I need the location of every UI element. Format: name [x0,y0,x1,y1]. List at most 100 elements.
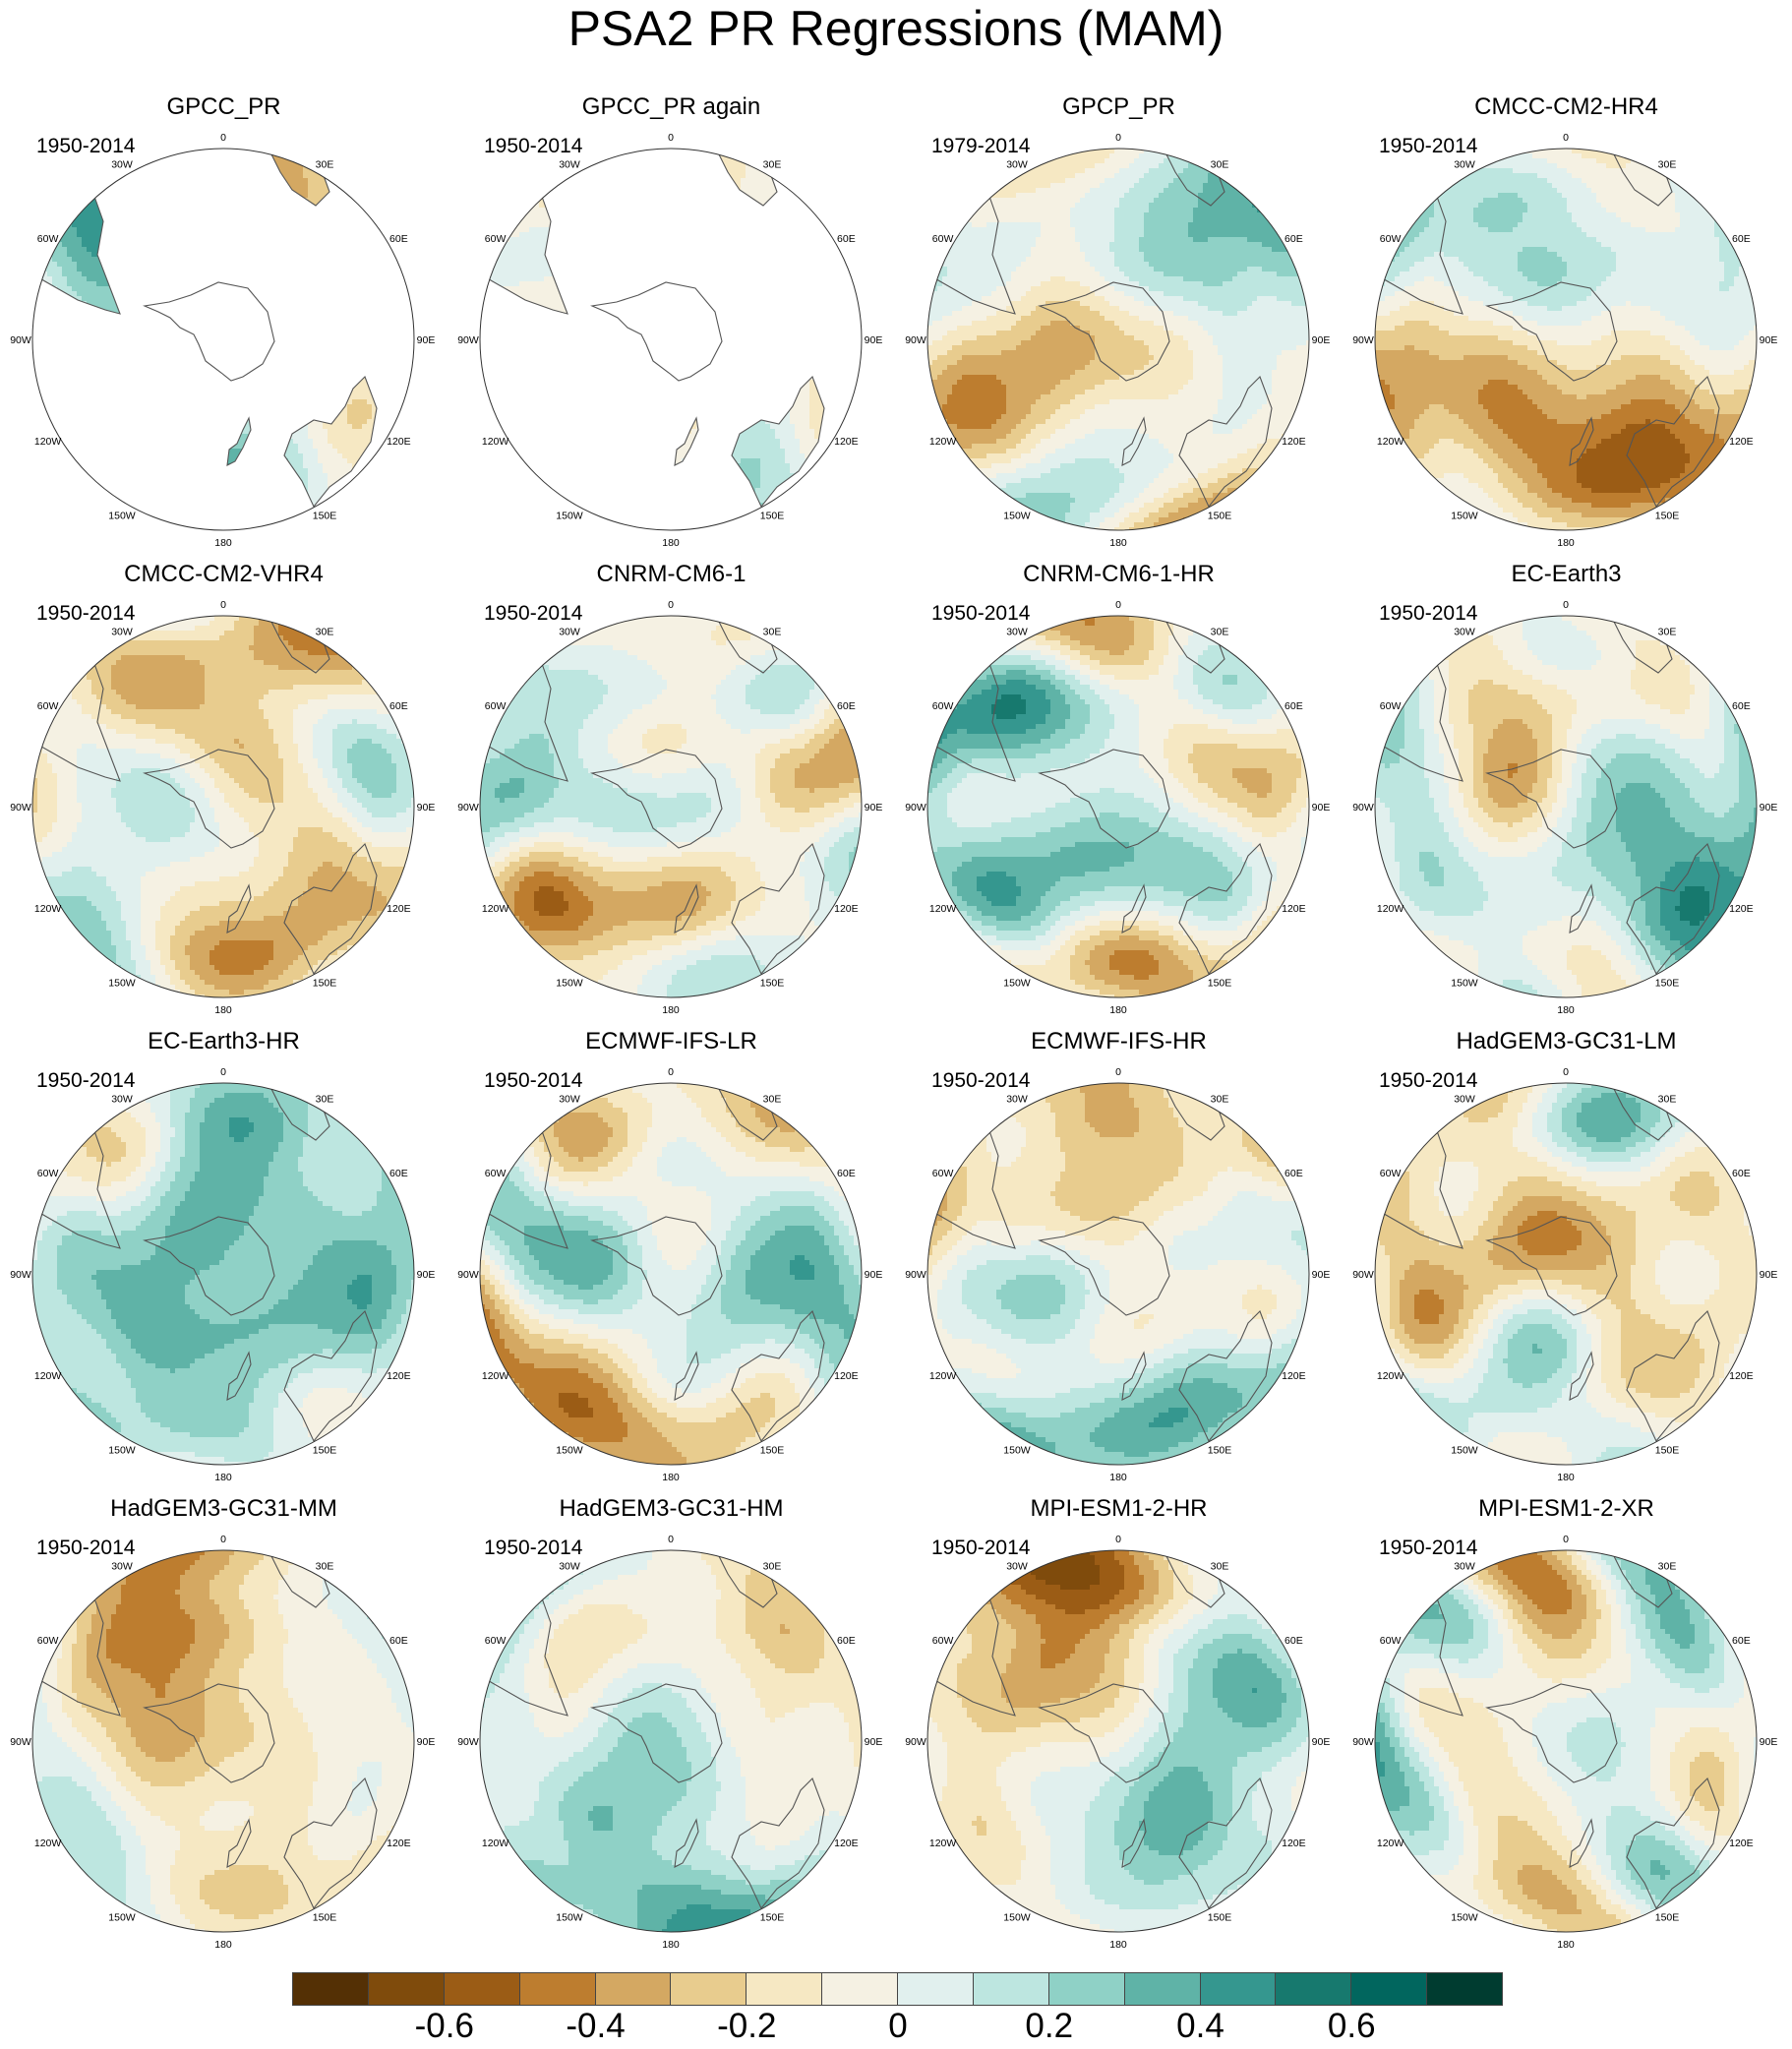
panel-title: MPI-ESM1-2-HR [895,1495,1343,1523]
colorbar-label: -0.6 [415,2007,474,2046]
colorbar-label: 0.2 [1025,2007,1073,2046]
longitude-label: 60E [389,1635,408,1647]
longitude-label: 0 [668,1066,674,1078]
longitude-label: 90W [457,334,479,346]
regression-field [32,1083,417,1468]
longitude-label: 30W [1454,627,1475,638]
longitude-label: 60W [1380,700,1402,712]
longitude-label: 60E [1732,1168,1751,1179]
longitude-label: 90E [1760,1736,1778,1748]
longitude-label: 60E [1284,700,1303,712]
panel-title: EC-Earth3-HR [0,1028,448,1055]
longitude-label: 150W [556,1911,583,1923]
regression-field [927,149,1312,533]
longitude-label: 180 [1109,1472,1127,1483]
map-panel: EC-Earth3 0 30E 60E 90E 120E 150E 180 150W 120W 90… [1343,561,1790,1023]
longitude-label: 120E [387,1370,411,1382]
longitude-label: 120E [1729,1370,1754,1382]
longitude-label: 150E [1208,1444,1232,1456]
longitude-label: 120E [834,436,859,448]
map-panel: MPI-ESM1-2-XR 0 30E 60E 90E 120E 150E 180 150W 12… [1343,1495,1790,1958]
longitude-label: 180 [662,537,680,549]
colorbar-box [973,1972,1049,2006]
panel-period: 1950-2014 [1379,1537,1477,1560]
longitude-label: 60E [1732,1635,1751,1647]
map-panel: CNRM-CM6-1 0 30E 60E 90E 120E 150E 180 150W 120W 9… [448,561,895,1023]
longitude-label: 0 [1563,132,1569,144]
longitude-label: 90E [1760,334,1778,346]
longitude-label: 150E [1655,1911,1680,1923]
longitude-label: 60E [1284,233,1303,245]
longitude-label: 60E [1732,233,1751,245]
longitude-label: 30W [559,1094,580,1106]
colorbar-box [821,1972,898,2006]
longitude-label: 90E [417,334,436,346]
longitude-label: 60E [837,700,856,712]
longitude-label: 120E [1729,436,1754,448]
longitude-label: 30E [763,1561,782,1573]
panel-period: 1950-2014 [36,602,135,626]
longitude-label: 30W [1006,159,1028,171]
longitude-label: 90E [865,1269,883,1281]
longitude-label: 180 [214,537,232,549]
longitude-label: 180 [1109,537,1127,549]
longitude-label: 30E [1658,1561,1677,1573]
colorbar-box [897,1972,974,2006]
longitude-label: 90E [417,1269,436,1281]
longitude-label: 90W [905,1736,926,1748]
longitude-label: 90W [1352,1269,1374,1281]
longitude-label: 90E [1312,334,1331,346]
longitude-label: 0 [668,1534,674,1545]
longitude-label: 90E [1312,1269,1331,1281]
longitude-label: 120E [387,903,411,915]
longitude-label: 150W [1003,1911,1031,1923]
map-panel: MPI-ESM1-2-HR 0 30E 60E 90E 120E 150E 180 150W 12… [895,1495,1343,1958]
panel-period: 1950-2014 [484,602,582,626]
longitude-label: 90W [10,802,31,814]
longitude-label: 150E [313,510,337,521]
longitude-label: 180 [662,1004,680,1016]
longitude-label: 150W [556,977,583,989]
map-panel: HadGEM3-GC31-LM 0 30E 60E 90E 120E 150E 180 150W… [1343,1028,1790,1490]
longitude-label: 180 [1109,1939,1127,1951]
colorbar-box [1275,1972,1351,2006]
longitude-label: 90W [905,1269,926,1281]
panel-period: 1950-2014 [1379,135,1477,158]
colorbar-box [1124,1972,1201,2006]
longitude-label: 150E [1208,977,1232,989]
longitude-label: 150W [1451,977,1478,989]
longitude-label: 120W [34,903,62,915]
longitude-label: 30W [111,159,133,171]
longitude-label: 150W [108,510,136,521]
longitude-label: 60E [837,233,856,245]
longitude-label: 90E [1760,802,1778,814]
longitude-label: 0 [1115,132,1121,144]
regression-field [32,1550,417,1935]
longitude-label: 150E [760,1911,785,1923]
longitude-label: 150W [1003,510,1031,521]
longitude-label: 30E [316,159,334,171]
longitude-label: 60W [932,1635,954,1647]
longitude-label: 120E [834,1838,859,1849]
colorbar-label: -0.4 [566,2007,625,2046]
longitude-label: 150W [1451,1911,1478,1923]
map-panel: HadGEM3-GC31-HM 0 30E 60E 90E 120E 150E 180 150W… [448,1495,895,1958]
longitude-label: 30E [316,1561,334,1573]
longitude-label: 150E [1655,977,1680,989]
longitude-label: 120W [929,1370,957,1382]
panel-period: 1950-2014 [36,1069,135,1093]
longitude-label: 120E [834,1370,859,1382]
longitude-label: 150E [313,977,337,989]
colorbar [293,1972,1503,2006]
longitude-label: 180 [1109,1004,1127,1016]
panel-period: 1950-2014 [36,135,135,158]
longitude-label: 30E [316,1094,334,1106]
panel-period: 1950-2014 [484,1069,582,1093]
longitude-label: 120E [1282,1370,1306,1382]
colorbar-label: 0.6 [1328,2007,1376,2046]
